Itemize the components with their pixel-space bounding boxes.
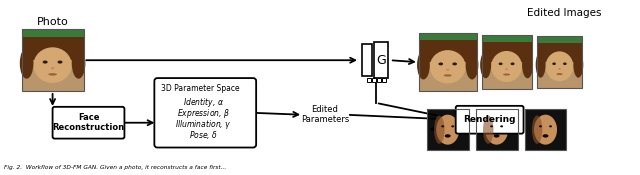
Ellipse shape (33, 47, 72, 83)
Ellipse shape (563, 62, 566, 65)
Text: Photo: Photo (36, 16, 68, 27)
Ellipse shape (545, 51, 573, 81)
Bar (419, 40, 477, 62)
Bar (362, 44, 372, 76)
Ellipse shape (438, 62, 443, 65)
Text: Pose, $\delta$: Pose, $\delta$ (189, 129, 218, 141)
Text: G: G (376, 54, 386, 67)
Bar (482, 42, 532, 62)
Ellipse shape (511, 62, 515, 65)
Ellipse shape (417, 51, 430, 79)
Ellipse shape (505, 68, 508, 70)
Ellipse shape (556, 73, 563, 75)
Text: Face
Reconstruction: Face Reconstruction (52, 113, 125, 132)
Ellipse shape (445, 134, 451, 138)
Ellipse shape (58, 61, 63, 64)
Bar (482, 35, 532, 89)
Bar (525, 109, 566, 150)
FancyBboxPatch shape (456, 106, 524, 134)
Text: Expression, $\beta$: Expression, $\beta$ (177, 107, 230, 120)
Ellipse shape (491, 51, 522, 82)
Bar (537, 43, 582, 88)
Bar (22, 37, 83, 91)
Bar (367, 78, 371, 82)
Bar (372, 78, 376, 82)
Ellipse shape (503, 74, 510, 76)
FancyBboxPatch shape (52, 107, 124, 139)
Bar (377, 78, 381, 82)
Ellipse shape (466, 51, 478, 79)
Ellipse shape (536, 52, 545, 78)
Ellipse shape (485, 115, 508, 145)
Bar (382, 78, 386, 82)
Bar (537, 43, 582, 62)
Ellipse shape (552, 62, 556, 65)
FancyBboxPatch shape (154, 78, 256, 148)
Ellipse shape (430, 50, 466, 83)
Ellipse shape (522, 51, 533, 78)
Ellipse shape (500, 125, 503, 127)
Ellipse shape (543, 134, 548, 138)
Ellipse shape (451, 125, 454, 127)
Bar (427, 109, 468, 150)
Bar (419, 40, 477, 91)
Bar (419, 33, 477, 40)
Bar (419, 33, 477, 91)
Bar (482, 35, 532, 42)
Text: 3D Parameter Space: 3D Parameter Space (161, 84, 240, 93)
Bar (374, 42, 388, 78)
Bar (525, 109, 566, 150)
Ellipse shape (441, 125, 444, 127)
Bar (22, 29, 83, 91)
Ellipse shape (72, 48, 85, 79)
Ellipse shape (20, 48, 33, 79)
Bar (537, 36, 582, 88)
Bar (537, 36, 582, 43)
Ellipse shape (532, 116, 542, 144)
Ellipse shape (444, 74, 452, 77)
Bar (476, 109, 518, 150)
Ellipse shape (483, 116, 493, 144)
Ellipse shape (534, 115, 557, 145)
Bar (22, 37, 83, 60)
Bar (22, 29, 83, 37)
Ellipse shape (480, 51, 491, 78)
Bar (427, 109, 468, 150)
Ellipse shape (499, 62, 502, 65)
Ellipse shape (558, 68, 561, 70)
Ellipse shape (549, 125, 552, 127)
Ellipse shape (573, 52, 583, 78)
Text: Edited Images: Edited Images (527, 8, 602, 18)
Ellipse shape (436, 115, 460, 145)
Bar (476, 109, 518, 150)
Ellipse shape (493, 134, 500, 138)
Ellipse shape (48, 73, 57, 76)
Text: Rendering: Rendering (463, 115, 516, 124)
Ellipse shape (43, 61, 47, 64)
Ellipse shape (490, 125, 493, 127)
Bar (482, 42, 532, 89)
Ellipse shape (539, 125, 542, 127)
Text: Illumination, $\gamma$: Illumination, $\gamma$ (175, 118, 232, 131)
Ellipse shape (452, 62, 457, 65)
Ellipse shape (434, 116, 445, 144)
Text: Fig. 2.  Workflow of 3D-FM GAN. Given a photo, it reconstructs a face first...: Fig. 2. Workflow of 3D-FM GAN. Given a p… (4, 165, 226, 170)
Text: Identity, $\alpha$: Identity, $\alpha$ (183, 96, 224, 109)
Text: Edited
Parameters: Edited Parameters (301, 105, 349, 124)
Ellipse shape (446, 69, 449, 71)
Ellipse shape (51, 67, 54, 69)
